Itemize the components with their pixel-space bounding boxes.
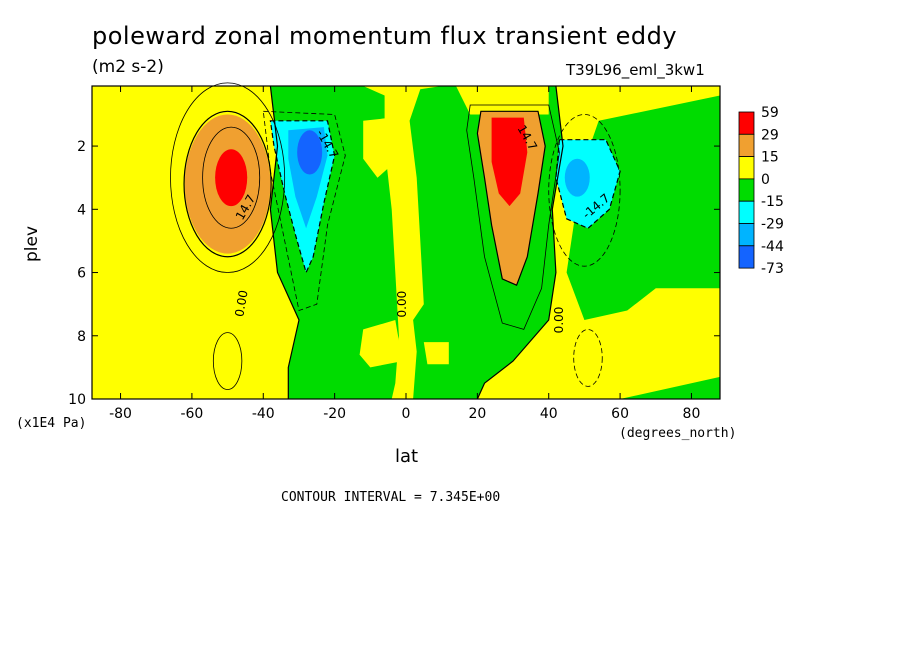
y-tick-label: 10 (68, 392, 86, 408)
x-tick-label: -40 (252, 406, 275, 422)
colorbar-label: 29 (761, 127, 779, 143)
chart-units: (m2 s-2) (92, 57, 164, 77)
contour-south-inner (202, 126, 261, 229)
colorbar-label: -29 (761, 217, 784, 233)
colorbar-swatch (738, 200, 755, 224)
fill-yellow-north-top (456, 86, 549, 115)
x-tick-label: 0 (402, 406, 411, 422)
x-tick-label: 80 (683, 406, 701, 422)
run-label: T39L96_eml_3kw1 (566, 61, 705, 79)
chart-title: poleward zonal momentum flux transient e… (92, 22, 678, 50)
x-axis-unit: (degrees_north) (619, 426, 737, 441)
x-ticks: -80 -60 -40 -20 0 20 40 60 80 (109, 86, 700, 422)
fill-lightblue-north (564, 158, 590, 197)
contour-zero-south (269, 85, 300, 399)
colorbar-label: 0 (761, 172, 770, 188)
contour-south-cyan (269, 120, 336, 275)
y-axis-unit: (x1E4 Pa) (16, 416, 87, 431)
x-tick-label: -60 (180, 406, 203, 422)
fill-yellow-center (363, 86, 442, 399)
fill-red-south (215, 149, 248, 207)
x-tick-label: -80 (109, 406, 132, 422)
y-tick-label: 2 (77, 139, 86, 155)
colorbar-label: -15 (761, 194, 784, 210)
contour-label: 0.00 (232, 289, 250, 318)
colorbar-swatch (738, 133, 755, 158)
x-tick-label: -20 (323, 406, 346, 422)
fill-yellow-islet-1 (363, 117, 396, 178)
colorbar-swatch (738, 223, 755, 247)
x-tick-label: 60 (611, 406, 629, 422)
colorbar-label: -44 (761, 239, 784, 255)
contour-interval: CONTOUR INTERVAL = 7.345E+00 (281, 490, 501, 505)
y-tick-label: 4 (77, 202, 86, 218)
fill-blue-south (297, 130, 323, 175)
fill-yellow-islet-3 (423, 342, 449, 365)
contour-north-dash-outer (548, 114, 621, 267)
contour-north-low (573, 329, 603, 387)
fill-yellow-south (92, 86, 299, 399)
contour-label: 0.00 (552, 307, 566, 334)
contour-south-low (212, 332, 243, 390)
y-ticks: 2 4 6 8 10 (68, 139, 720, 408)
colorbar-swatch (738, 178, 755, 202)
fill-red-north (491, 117, 528, 207)
fill-yellow-north (456, 86, 720, 399)
x-axis-label: lat (395, 446, 419, 467)
colorbar-swatch (738, 245, 755, 269)
x-tick-label: 40 (540, 406, 558, 422)
contour-label: 0.00 (395, 291, 409, 318)
contour-south-orange (183, 110, 272, 258)
colorbar-swatch (738, 156, 755, 180)
x-tick-label: 20 (468, 406, 486, 422)
colorbar-swatch (738, 111, 755, 135)
colorbar-label: 15 (761, 150, 779, 166)
colorbar: 59 29 15 0 -15 -29 -44 -73 (738, 105, 784, 277)
contour-south-outer (170, 82, 286, 273)
filled-contours (92, 86, 720, 399)
y-tick-label: 6 (77, 266, 86, 282)
contour-north-orange (476, 110, 546, 287)
contour-zero-north (476, 85, 564, 400)
colorbar-label: -73 (761, 261, 784, 277)
contour-south-dash-outer (262, 110, 346, 312)
contour-north-cyan (555, 139, 621, 230)
fill-yellow-islet-2 (359, 320, 403, 368)
contour-lines (170, 82, 621, 400)
colorbar-label: 59 (761, 105, 779, 121)
y-tick-label: 8 (77, 329, 86, 345)
contour-north-outer (466, 104, 560, 330)
